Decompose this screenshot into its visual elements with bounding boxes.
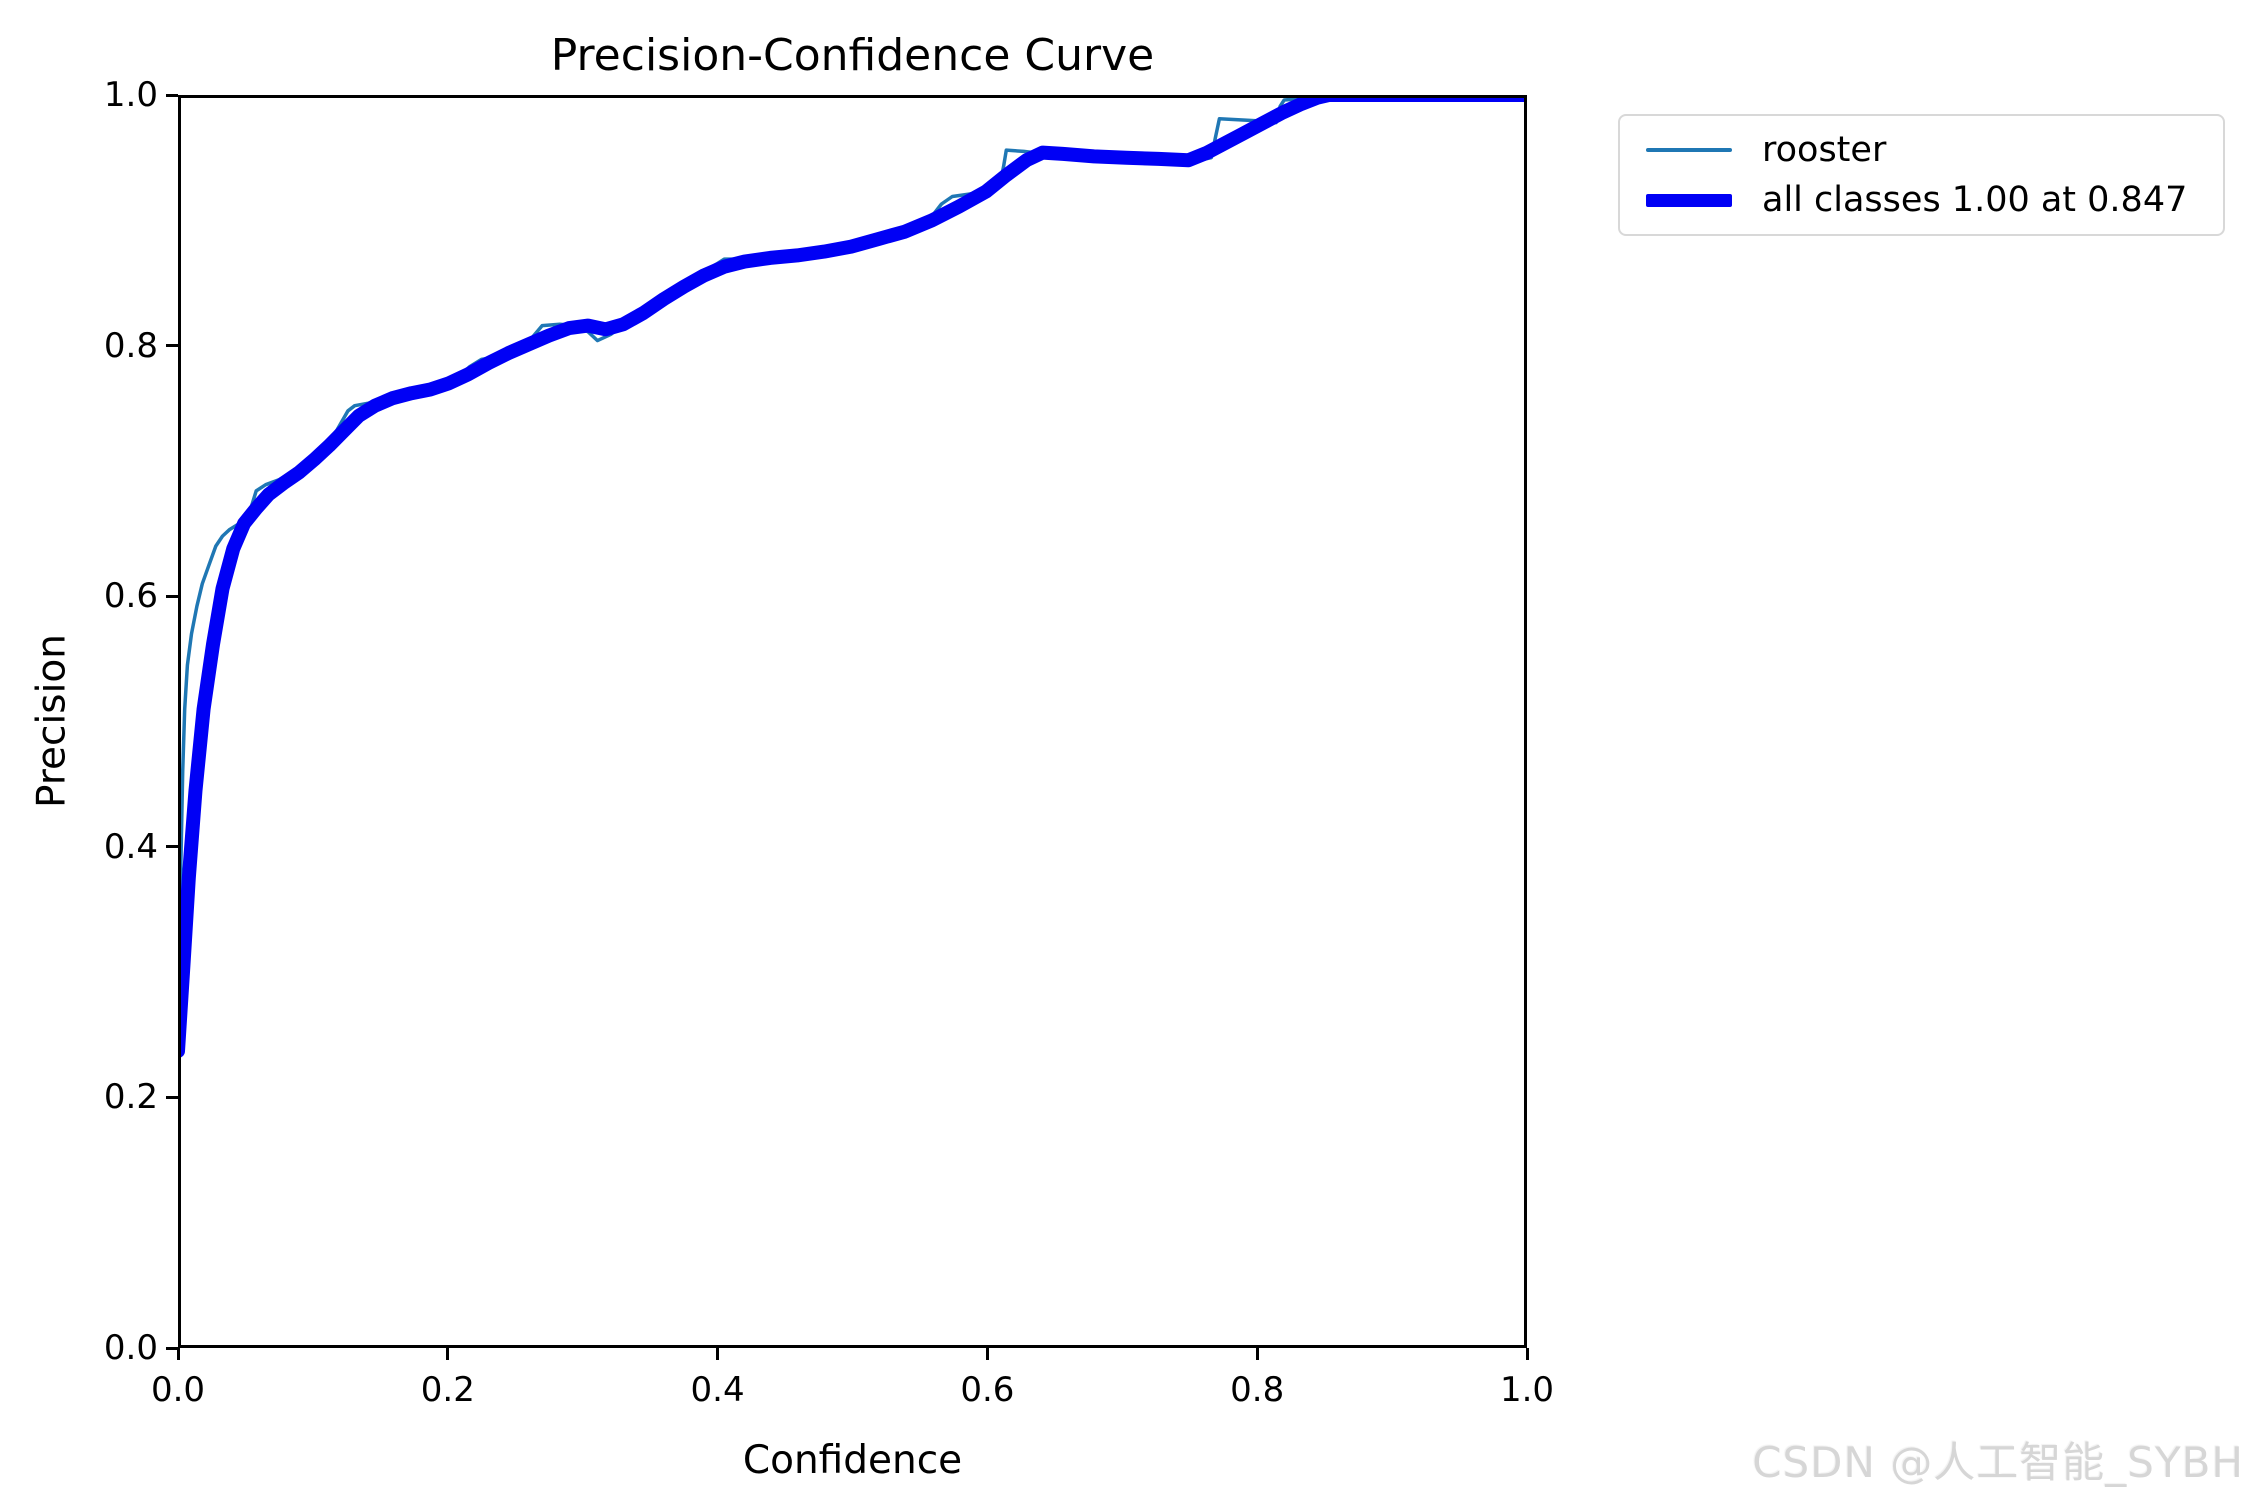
x-tick-mark bbox=[1255, 1348, 1259, 1360]
x-tick-label: 0.8 bbox=[1230, 1370, 1285, 1410]
y-tick-label: 0.6 bbox=[103, 576, 158, 617]
x-axis-label: Confidence bbox=[742, 1438, 963, 1483]
y-tick-label: 0.0 bbox=[103, 1328, 158, 1368]
x-tick-mark bbox=[985, 1348, 989, 1360]
legend-item-all-classes: all classes 1.00 at 0.847 bbox=[1646, 180, 2197, 220]
y-tick-label: 0.2 bbox=[103, 1077, 158, 1118]
x-tick-label: 0.0 bbox=[150, 1370, 206, 1410]
legend-box: rooster all classes 1.00 at 0.847 bbox=[1618, 114, 2225, 236]
legend-label: rooster bbox=[1762, 130, 1887, 170]
legend-label: all classes 1.00 at 0.847 bbox=[1762, 180, 2188, 220]
all-classes-line-sample-icon bbox=[1646, 193, 1732, 207]
curve-all-classes bbox=[178, 95, 1527, 1058]
csdn-watermark: CSDN @人工智能_SYBH bbox=[1752, 1438, 2244, 1487]
y-axis-label: Precision bbox=[29, 633, 75, 809]
x-tick-mark bbox=[446, 1348, 450, 1360]
axes-spines bbox=[178, 95, 1527, 1348]
y-tick-mark bbox=[166, 1346, 178, 1350]
x-tick-mark bbox=[176, 1348, 180, 1360]
y-tick-mark bbox=[166, 845, 178, 849]
x-tick-label: 0.6 bbox=[960, 1370, 1015, 1410]
y-tick-mark bbox=[166, 93, 178, 97]
y-tick-mark bbox=[166, 594, 178, 598]
x-tick-label: 0.2 bbox=[420, 1370, 475, 1410]
x-tick-label: 1.0 bbox=[1499, 1370, 1555, 1410]
x-tick-label: 0.4 bbox=[690, 1370, 745, 1410]
y-tick-label: 0.4 bbox=[103, 826, 158, 867]
legend-item-rooster: rooster bbox=[1646, 130, 2197, 170]
curves-svg bbox=[178, 95, 1527, 1338]
x-tick-mark bbox=[716, 1348, 720, 1360]
plot-area bbox=[178, 95, 1527, 1348]
y-tick-mark bbox=[166, 344, 178, 348]
y-tick-mark bbox=[166, 1095, 178, 1099]
rooster-line-sample-icon bbox=[1646, 148, 1732, 152]
x-tick-mark bbox=[1525, 1348, 1529, 1360]
y-tick-label: 1.0 bbox=[103, 75, 158, 115]
chart-title: Precision-Confidence Curve bbox=[550, 30, 1155, 81]
y-tick-label: 0.8 bbox=[103, 325, 158, 366]
